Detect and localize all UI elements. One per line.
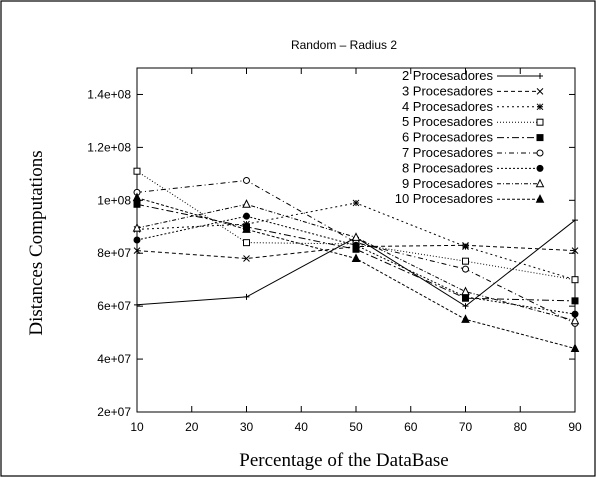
plus-marker [462, 303, 469, 310]
x-tick-label: 50 [349, 420, 363, 434]
legend-label: 7 Procesadores [402, 145, 494, 160]
y-tick-label: 8e+07 [97, 246, 131, 260]
y-axis-title: Distances Computations [26, 150, 47, 335]
x-marker [536, 88, 544, 95]
legend-item: 3 Procesadores [402, 83, 544, 98]
legend-item: 6 Procesadores [402, 130, 544, 145]
x-tick-label: 70 [459, 420, 473, 434]
open-triangle-marker [351, 232, 361, 241]
legend-label: 9 Procesadores [402, 176, 494, 191]
open-square-marker [536, 118, 544, 126]
legend-item: 4 Procesadores [402, 99, 544, 114]
y-tick-label: 1.4e+08 [87, 87, 131, 101]
plus-marker [537, 73, 543, 79]
x-tick-label: 40 [295, 420, 309, 434]
legend-label: 5 Procesadores [402, 114, 494, 129]
legend-item: 2 Procesadores [402, 68, 543, 83]
filled-circle-marker [536, 164, 544, 172]
y-tick-label: 1e+08 [97, 193, 131, 207]
series [132, 192, 580, 352]
filled-circle-marker [243, 212, 250, 220]
filled-square-marker [536, 134, 544, 142]
open-square-marker [133, 167, 141, 175]
filled-circle-marker [133, 236, 141, 244]
filled-square-marker [571, 297, 579, 305]
x-tick-label: 10 [130, 420, 144, 434]
series-line [136, 203, 576, 302]
filled-triangle-marker [570, 343, 580, 352]
legend-item: 5 Procesadores [402, 114, 544, 129]
filled-circle-marker [352, 241, 360, 249]
plus-marker [134, 301, 140, 308]
x-marker [133, 247, 141, 254]
open-triangle-marker [570, 315, 580, 325]
open-square-marker [571, 276, 579, 284]
series [133, 212, 579, 318]
open-circle-marker [536, 149, 544, 157]
y-tick-label: 4e+07 [97, 352, 131, 366]
plus-marker [572, 217, 578, 224]
open-square-marker [462, 257, 469, 265]
open-triangle-marker [132, 222, 142, 232]
x-tick-label: 60 [404, 420, 418, 434]
legend-label: 4 Procesadores [402, 99, 494, 114]
x-marker [243, 255, 250, 262]
x-tick-label: 30 [240, 420, 254, 434]
star-marker [536, 103, 544, 111]
legend-item: 7 Procesadores [402, 145, 544, 160]
filled-triangle-marker [242, 224, 251, 233]
y-tick-label: 1.2e+08 [87, 140, 131, 154]
x-marker [571, 247, 579, 254]
filled-triangle-marker [132, 192, 142, 202]
x-tick-label: 80 [514, 420, 528, 434]
open-triangle-marker [535, 178, 545, 188]
x-axis-title: Percentage of the DataBase [239, 450, 448, 471]
filled-triangle-marker [461, 314, 470, 323]
open-circle-marker [462, 265, 469, 273]
star-marker [462, 243, 469, 250]
series [132, 199, 580, 325]
y-tick-label: 6e+07 [97, 299, 131, 313]
filled-triangle-marker [535, 194, 545, 203]
open-triangle-marker [461, 286, 470, 296]
open-square-marker [243, 239, 250, 247]
open-triangle-marker [242, 199, 251, 208]
star-marker [352, 199, 360, 207]
legend-label: 2 Procesadores [402, 68, 494, 83]
legend-item: 10 Procesadores [395, 191, 545, 206]
legend-item: 9 Procesadores [402, 176, 545, 191]
legend-label: 3 Procesadores [402, 83, 494, 98]
legend-item: 8 Procesadores [402, 160, 544, 175]
plus-marker [243, 293, 250, 300]
x-tick-label: 90 [568, 420, 582, 434]
legend-label: 8 Procesadores [402, 160, 494, 175]
chart-title: Random – Radius 2 [291, 38, 397, 52]
legend-label: 10 Procesadores [395, 191, 494, 206]
legend-label: 6 Procesadores [402, 130, 494, 145]
plot-area: 10 20 30 40 50 60 70 80 90 2e+07 4e+07 6e+07 8e+07 1e… [87, 67, 582, 434]
open-circle-marker [243, 176, 250, 184]
y-tick-label: 2e+07 [97, 405, 131, 419]
x-tick-label: 20 [185, 420, 199, 434]
filled-triangle-marker [351, 253, 361, 263]
filled-square-marker [133, 200, 141, 208]
